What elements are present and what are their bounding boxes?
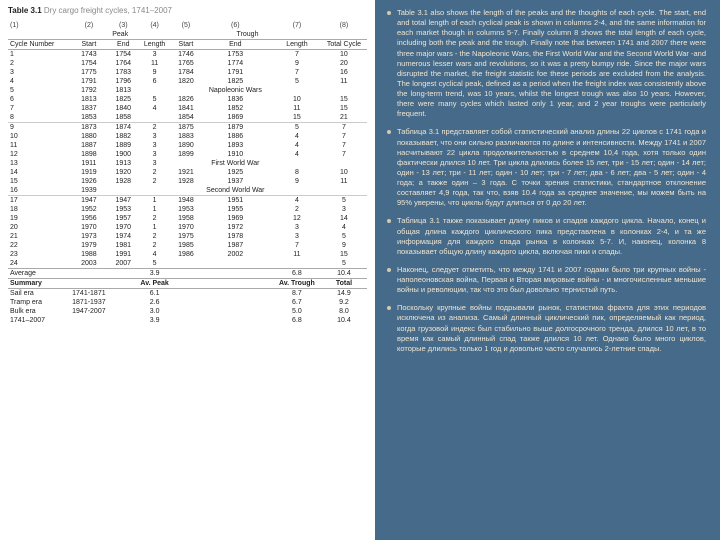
bullet-1: Table 3.1 also shows the length of the p… [387,8,706,119]
bullet-2: Таблица 3.1 представляет собой статистич… [387,127,706,208]
label-row: Cycle NumberStartEndLengthStartEndLength… [8,40,367,50]
bullet-3: Таблица 3.1 также показывает длину пиков… [387,216,706,257]
bullet-5: Поскольку крупные войны подрывали рынок,… [387,303,706,354]
table-panel: Table 3.1 Dry cargo freight cycles, 1741… [0,0,375,540]
group-row: PeakTrough [8,30,367,40]
col-num-row: (1)(2)(3)(4)(5)(6)(7)(8) [8,21,367,30]
freight-table: (1)(2)(3)(4)(5)(6)(7)(8) PeakTrough Cycl… [8,21,367,325]
text-panel: Table 3.1 also shows the length of the p… [375,0,720,540]
bullet-4: Наконец, следует отметить, что между 174… [387,265,706,295]
slide: Table 3.1 Dry cargo freight cycles, 1741… [0,0,720,540]
table-title: Table 3.1 Dry cargo freight cycles, 1741… [8,6,367,15]
